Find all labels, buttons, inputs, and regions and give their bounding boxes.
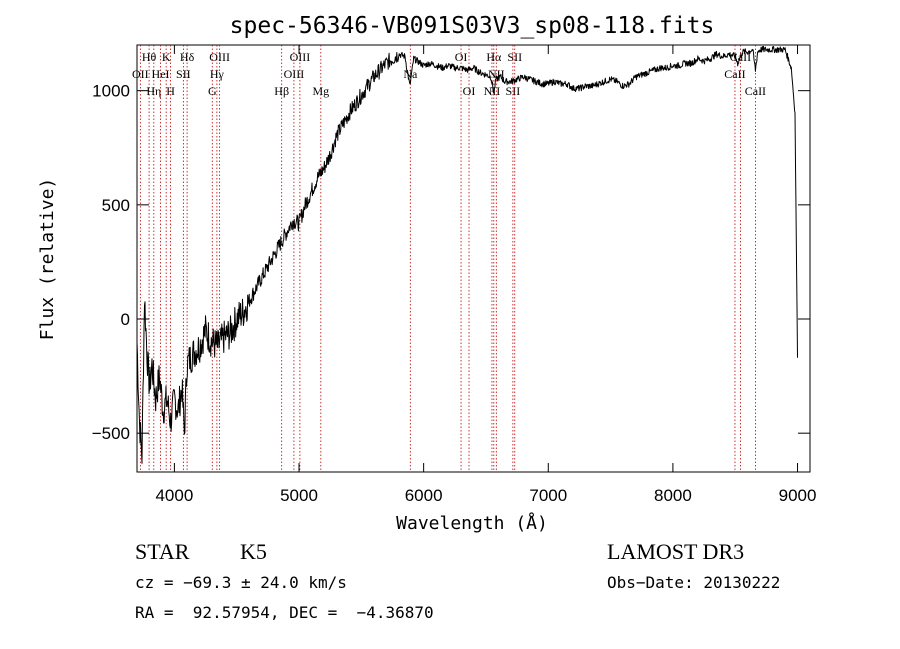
line-marker-label: Hθ <box>142 50 157 64</box>
line-marker-label: OIII <box>290 50 311 64</box>
line-marker-label: SII <box>176 67 191 81</box>
line-marker-label: NII <box>484 84 501 98</box>
spectral-line-markers: OIIHθHηHeIKHSIIHδGHγOIIIHβOIIIOIIIMgNaOI… <box>132 45 766 472</box>
x-tick-label: 6000 <box>405 486 443 505</box>
line-marker-label: HeI <box>152 67 170 81</box>
chart-title: spec-56346-VB091S03V3_sp08-118.fits <box>230 13 715 39</box>
line-marker-label: OIII <box>284 67 305 81</box>
line-marker-label: Hβ <box>274 84 289 98</box>
x-axis-label: Wavelength (Å) <box>396 512 548 534</box>
y-tick-label: 1000 <box>92 82 130 101</box>
x-tick-label: 8000 <box>654 486 692 505</box>
radial-velocity: cz = −69.3 ± 24.0 km/s <box>135 573 347 592</box>
x-tick-label: 5000 <box>280 486 318 505</box>
line-marker-label: OIII <box>209 50 230 64</box>
y-axis-label: Flux (relative) <box>37 178 58 341</box>
spectrum-series-line <box>136 45 798 464</box>
x-tick-label: 7000 <box>529 486 567 505</box>
line-marker-label: Hα <box>486 50 502 64</box>
line-marker-label: Hη <box>146 84 161 98</box>
observation-date: Obs−Date: 20130222 <box>607 573 781 592</box>
line-marker-label: H <box>166 84 175 98</box>
line-marker-label: OI <box>455 50 468 64</box>
line-marker-label: G <box>208 84 217 98</box>
line-marker-label: OI <box>463 84 476 98</box>
line-marker-label: OII <box>132 67 149 81</box>
line-marker-label: Mg <box>312 84 329 98</box>
line-marker-label: Hγ <box>210 67 225 81</box>
plot-frame <box>136 44 811 473</box>
y-tick-label: 0 <box>121 310 130 329</box>
axis-ticks: 4000 5000 6000 7000 8000 9000 −500 0 500 1000 <box>92 45 817 505</box>
x-tick-label: 9000 <box>779 486 817 505</box>
line-marker-label: NII <box>488 67 505 81</box>
y-tick-label: 500 <box>102 196 130 215</box>
survey-name: LAMOST DR3 <box>607 539 745 564</box>
object-subclass: K5 <box>240 539 267 564</box>
line-marker-label: CaII <box>724 67 745 81</box>
line-marker-label: SII <box>507 50 522 64</box>
object-class: STAR <box>135 539 190 564</box>
line-marker-label: CaII <box>745 84 766 98</box>
x-tick-label: 4000 <box>155 486 193 505</box>
coordinates: RA = 92.57954, DEC = −4.36870 <box>135 603 434 622</box>
line-marker-label: Hδ <box>180 50 195 64</box>
line-marker-label: K <box>162 50 171 64</box>
y-tick-label: −500 <box>92 424 130 443</box>
line-marker-label: SII <box>506 84 521 98</box>
